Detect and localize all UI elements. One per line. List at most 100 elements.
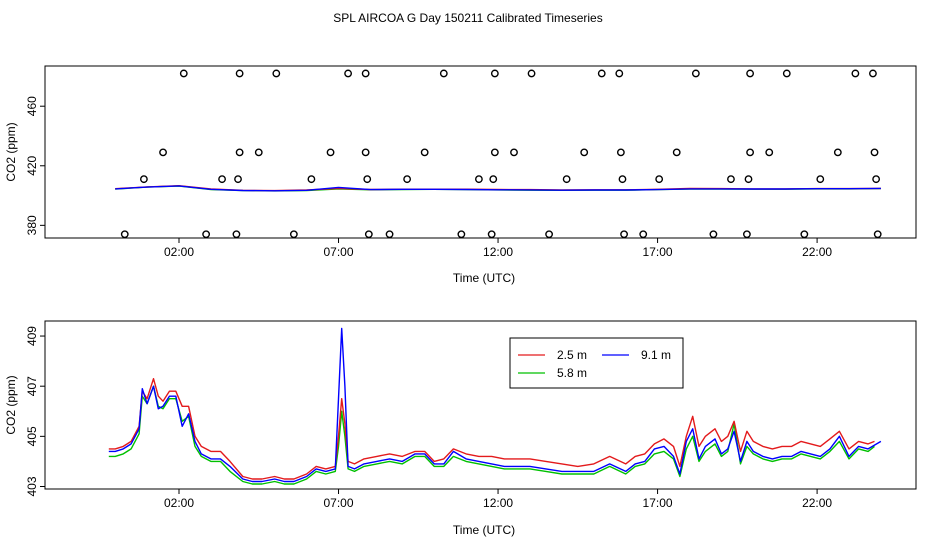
x-tick-label: 02:00 [164,496,194,510]
calibration-point [218,175,226,184]
calibration-point [307,175,316,184]
x-tick-label: 07:00 [324,245,354,259]
x-tick-label: 22:00 [802,496,832,510]
calibration-point [490,69,499,78]
calibration-point [782,69,791,78]
legend: 2.5 m 5.8 m 9.1 m [509,337,684,389]
calibration-point [873,230,882,239]
calibration-point [235,69,244,78]
calibration-point [179,69,188,78]
top-y-axis: 380 420 460 [25,96,45,235]
x-tick-label: 07:00 [324,496,354,510]
calibration-point [620,230,628,239]
calibration-point [487,230,496,239]
calibration-point [344,69,352,78]
calibration-point [597,69,606,78]
x-tick-label: 02:00 [164,245,194,259]
calibration-point [746,69,754,78]
calibration-point [527,69,536,78]
bottom-x-axis-label: Time (UTC) [453,523,515,537]
calibration-point [489,175,498,184]
calibration-point [254,148,263,157]
top-x-axis-label: Time (UTC) [453,271,515,285]
calibration-point [234,175,242,184]
calibration-point [232,230,241,239]
top-plot-frame [44,65,917,239]
bottom-plot-frame [44,320,917,490]
bottom-y-axis-label: CO2 (ppm) [4,375,18,434]
bottom-series-lines [108,327,882,485]
calibration-point [870,148,879,157]
calibration-point [363,175,372,184]
calibration-point [140,175,148,184]
calibration-point [475,175,483,184]
top-calibration-points [120,69,882,239]
calibration-point [709,230,718,239]
calibration-point [361,69,370,78]
calibration-point [655,175,664,184]
top-panel: 02:00 07:00 12:00 17:00 22:00 380 420 460 Time… [4,65,917,285]
x-tick-label: 17:00 [643,245,673,259]
calibration-point [672,148,681,157]
y-tick-label: 407 [25,376,39,396]
calibration-point [727,175,735,184]
series-line-91m [108,327,882,483]
calibration-point [639,230,648,239]
calibration-point [159,148,167,157]
calibration-point [289,230,298,239]
calibration-point [562,175,571,184]
calibration-point [120,230,129,239]
calibration-point [869,69,877,78]
legend-box [509,337,684,389]
calibration-point [744,175,753,184]
calibration-point [490,148,499,157]
calibration-point [457,230,466,239]
series-line-91m [115,185,881,192]
calibration-point [420,148,429,157]
calibration-point [851,69,860,78]
calibration-point [833,148,842,157]
legend-label-9.1m: 9.1 m [641,348,671,362]
calibration-point [618,175,627,184]
calibration-point [364,230,373,239]
legend-label-5.8m: 5.8 m [557,366,587,380]
calibration-point [580,148,589,157]
y-tick-label: 460 [25,96,39,116]
calibration-point [691,69,700,78]
calibration-point [202,230,211,239]
calibration-point [765,148,774,157]
top-y-axis-label: CO2 (ppm) [4,122,18,181]
y-tick-label: 420 [25,155,39,175]
calibration-point [615,69,624,78]
calibration-point [872,175,881,184]
main-title: SPL AIRCOA G Day 150211 Calibrated Times… [333,11,602,25]
x-tick-label: 17:00 [643,496,673,510]
x-tick-label: 22:00 [802,245,832,259]
bottom-panel: 02:00 07:00 12:00 17:00 22:00 403 405 407 409 T… [4,320,917,537]
y-tick-label: 403 [25,476,39,496]
top-series-lines [115,184,881,192]
bottom-y-axis: 403 405 407 409 [25,326,45,497]
calibration-point [545,230,553,239]
calibration-point [403,175,412,184]
calibration-point [272,69,281,78]
series-line-25m [108,378,875,480]
calibration-point [235,148,244,157]
top-x-axis: 02:00 07:00 12:00 17:00 22:00 [164,238,832,259]
calibration-point [743,230,751,239]
legend-label-2.5m: 2.5 m [557,348,587,362]
calibration-point [439,69,448,78]
y-tick-label: 380 [25,215,39,235]
calibration-point [616,148,625,157]
calibration-point [746,148,754,157]
calibration-point [510,148,518,157]
calibration-point [361,148,370,157]
x-tick-label: 12:00 [483,496,513,510]
y-tick-label: 405 [25,426,39,446]
calibration-point [326,148,335,157]
x-tick-label: 12:00 [483,245,513,259]
calibration-point [816,175,825,184]
y-tick-label: 409 [25,326,39,346]
bottom-x-axis: 02:00 07:00 12:00 17:00 22:00 [164,489,832,510]
